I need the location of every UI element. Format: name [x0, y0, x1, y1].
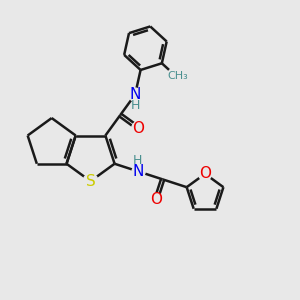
Text: O: O — [132, 121, 144, 136]
Text: H: H — [130, 98, 140, 112]
Text: O: O — [199, 166, 211, 181]
Circle shape — [129, 88, 142, 101]
Circle shape — [132, 165, 145, 178]
Text: O: O — [150, 192, 162, 207]
Circle shape — [167, 68, 185, 85]
Circle shape — [199, 167, 212, 180]
Circle shape — [149, 193, 163, 206]
Circle shape — [132, 122, 145, 135]
Text: S: S — [86, 174, 95, 189]
Text: N: N — [133, 164, 144, 179]
Text: N: N — [129, 87, 141, 102]
Circle shape — [83, 174, 98, 189]
Text: CH₃: CH₃ — [167, 71, 188, 81]
Text: H: H — [132, 154, 142, 167]
